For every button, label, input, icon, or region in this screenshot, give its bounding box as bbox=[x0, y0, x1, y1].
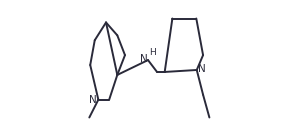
Text: N: N bbox=[89, 95, 97, 105]
Text: N: N bbox=[198, 64, 206, 74]
Text: N: N bbox=[140, 54, 147, 64]
Text: H: H bbox=[149, 48, 155, 57]
